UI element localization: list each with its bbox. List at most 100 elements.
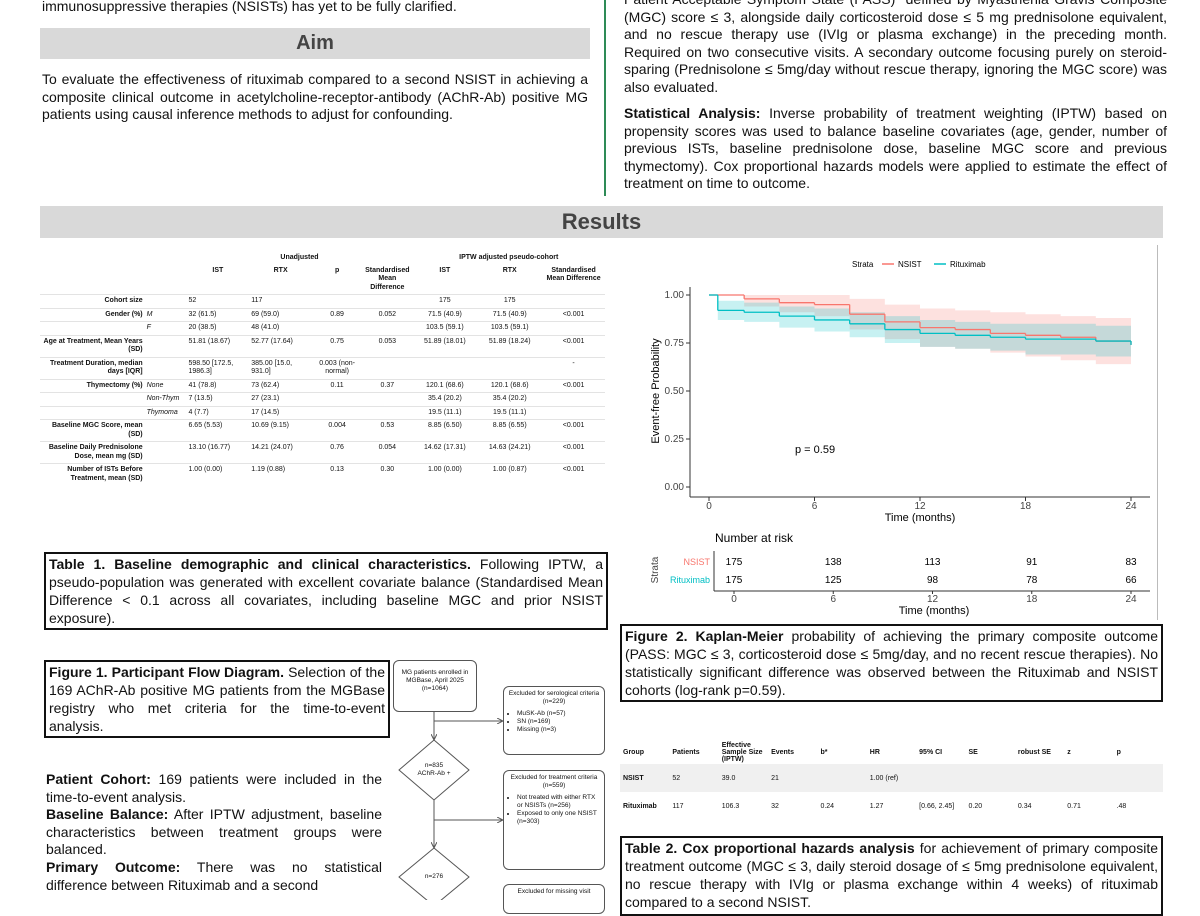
risk-y-label: Strata: [650, 556, 661, 583]
y-tick-label: 0.25: [665, 434, 685, 445]
row-sublabel: [145, 442, 187, 464]
table-row: Cohort size 52 117 175 175: [40, 294, 605, 309]
cell: [916, 764, 965, 792]
column-header: HR: [869, 748, 880, 756]
annotation: p = 0.59: [795, 444, 835, 456]
cell: 32: [771, 802, 779, 810]
column-header: RTX: [273, 266, 288, 274]
cell: [542, 322, 605, 336]
summary-item: Primary Outcome: There was no statistica…: [46, 859, 382, 894]
excluded-title: Excluded for serological criteria (n=229…: [508, 690, 600, 705]
table-head: Group Patients Effective Sample Size (IPTW…: [620, 740, 1163, 764]
figure2-caption: Figure 2. Kaplan-Meier probability of ac…: [620, 624, 1163, 702]
excluded-title: Excluded for treatment criteria (n=559): [510, 774, 598, 789]
intro-text: immunosuppressive therapies (NSISTs) has…: [42, 0, 457, 14]
blank: [40, 252, 186, 265]
table-row: Thymectomy (%) None 41 (78.8) 73 (62.4) 0.11…: [40, 379, 605, 393]
cell: 71.5 (40.9): [492, 310, 527, 318]
cell: 51.89 (18.24): [488, 337, 531, 345]
cell: <0.001: [562, 466, 585, 473]
column-header: Patients: [672, 748, 700, 756]
cell: 41 (78.8): [188, 381, 217, 389]
cell: [966, 764, 1015, 792]
column-header: 95% CI: [919, 748, 943, 756]
excluded-item: Not treated with either RTX or NSISTs (n…: [517, 794, 601, 810]
header-row: Group Patients Effective Sample Size (IPTW…: [620, 740, 1163, 764]
cell: [1015, 764, 1064, 792]
row-sublabel: F: [146, 324, 151, 331]
row-sublabel: [145, 464, 187, 486]
stat-text: Inverse probability of treatment weighti…: [624, 105, 1167, 192]
row-label: Thymectomy (%): [86, 381, 143, 389]
row-label: [40, 393, 145, 407]
cell: 52: [672, 774, 681, 782]
cell: 14.62 (17.31): [424, 444, 466, 451]
table-row: Number of ISTs Before Treatment, mean (S…: [40, 463, 605, 486]
cell: 35.4 (20.2): [492, 395, 527, 402]
risk-value: 91: [1026, 557, 1038, 568]
risk-title: Number at risk: [715, 531, 794, 545]
cell: 106.3: [721, 802, 740, 810]
cell: [542, 406, 605, 420]
cell: [362, 295, 412, 309]
y-tick-label: 0.00: [665, 482, 685, 493]
column-header: Group: [623, 748, 644, 756]
flow-excluded: Excluded for serological criteria (n=229…: [503, 686, 605, 755]
cell: 13.10 (16.77): [188, 444, 231, 451]
chart-border: [1157, 245, 1158, 620]
legend-label: NSIST: [898, 260, 922, 269]
summary: Patient Cohort: 169 patients were includ…: [46, 771, 382, 894]
row-sublabel: [145, 420, 187, 442]
risk-row-label: Rituximab: [670, 575, 710, 585]
risk-x-tick-label: 6: [830, 594, 836, 605]
cell: 8.85 (6.55): [492, 422, 527, 429]
column-header: p: [1116, 748, 1121, 756]
ci-band: [709, 295, 1131, 363]
cell: [362, 406, 412, 420]
cell: .48: [1116, 802, 1127, 810]
table2-wrap: Group Patients Effective Sample Size (IPTW…: [620, 740, 1163, 820]
table1-wrap: Unadjusted IPTW adjusted pseudo-cohort IST…: [40, 252, 605, 485]
cell: [817, 764, 866, 792]
cell: 0.20: [968, 802, 983, 810]
column-header: p: [334, 266, 340, 274]
summary-text: There was no statistical difference betw…: [46, 858, 382, 893]
cell: 69 (59.0): [251, 310, 280, 318]
blank: [40, 265, 186, 295]
summary-lead: Primary Outcome:: [46, 858, 181, 875]
column-header: IST: [439, 266, 451, 274]
cell: 0.24: [820, 802, 835, 810]
column-header: Standardised Mean Difference: [546, 266, 601, 283]
stat-analysis: Statistical Analysis: Inverse probabilit…: [624, 105, 1167, 193]
x-tick-label: 6: [812, 501, 818, 512]
table-row: Gender (%) M 32 (61.5) 69 (59.0) 0.89 0.052 71…: [40, 308, 605, 322]
flow-enrolled: MG patients enrolled in MGBase, April 20…: [393, 660, 477, 712]
cell: 1.00 (ref): [869, 774, 899, 782]
cell: 1.00 (0.00): [188, 466, 223, 473]
y-axis-label: Event-free Probability: [650, 338, 662, 444]
row-label: Age at Treatment, Mean Years (SD): [43, 337, 143, 354]
node-text: AChR-Ab +: [417, 770, 451, 777]
cell: -: [572, 359, 575, 367]
caption-text: for achievement of primary composite tre…: [625, 840, 1158, 910]
risk-x-label: Time (months): [899, 605, 970, 617]
cell: [312, 393, 362, 407]
legend-label: Rituximab: [950, 260, 986, 269]
cell: [542, 393, 605, 407]
flow-excluded: Excluded for treatment criteria (n=559) N…: [503, 770, 605, 870]
risk-value: 78: [1026, 575, 1038, 586]
cell: 71.5 (40.9): [427, 310, 462, 318]
aim-heading: Aim: [40, 28, 590, 59]
cell: 19.5 (11.1): [493, 408, 527, 416]
cell: 35.4 (20.2): [427, 395, 462, 402]
group-row: Unadjusted IPTW adjusted pseudo-cohort: [40, 252, 605, 265]
stat-lead: Statistical Analysis:: [624, 105, 761, 121]
cell: 103.5 (59.1): [490, 324, 529, 331]
risk-value: 175: [726, 557, 743, 568]
cell: [1114, 764, 1163, 792]
cell: NSIST: [623, 774, 644, 782]
cell: 0.004: [328, 422, 346, 429]
km-chart: Strata NSIST Rituximab 0.00 0.25 0.50 0.75 1.00…: [650, 260, 1150, 617]
row-label: Number of ISTs Before Treatment, mean (S…: [67, 466, 143, 482]
cell: 0.30: [380, 466, 395, 473]
